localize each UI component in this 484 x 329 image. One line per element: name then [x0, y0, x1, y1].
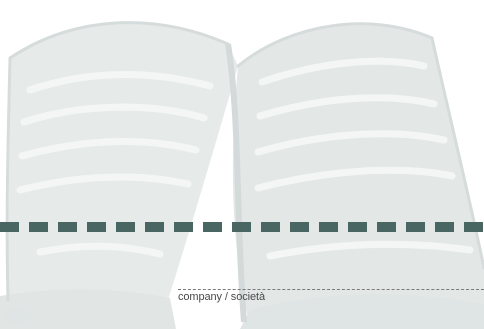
company-field-label: company / società — [178, 291, 265, 303]
company-field-line — [178, 289, 484, 290]
company-field[interactable]: company / società — [178, 289, 484, 305]
dashed-divider — [0, 221, 484, 233]
